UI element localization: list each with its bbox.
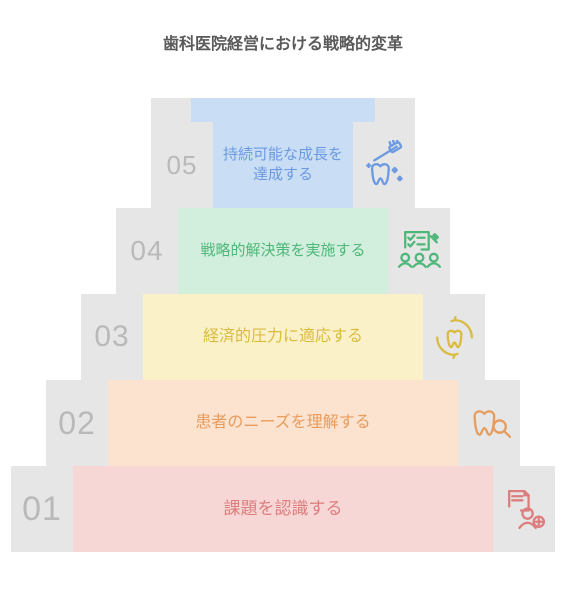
- step-number: 04: [116, 208, 178, 294]
- tooth-search-icon: [458, 380, 520, 466]
- riser-mid: [191, 98, 375, 122]
- step-label: 課題を認識する: [73, 466, 493, 552]
- step-02: 02 患者のニーズを理解する: [46, 380, 520, 466]
- step-label: 経済的圧力に適応する: [143, 294, 423, 380]
- riser-side-right: [375, 98, 415, 122]
- step-03: 03 経済的圧力に適応する: [81, 294, 485, 380]
- step-label: 持続可能な成長を達成する: [213, 122, 353, 208]
- infographic-canvas: 歯科医院経営における戦略的変革 05 持続可能な成長を達成する 04 戦: [0, 0, 566, 601]
- top-riser: [151, 98, 415, 122]
- checklist-people-icon: [388, 208, 450, 294]
- step-number: 02: [46, 380, 108, 466]
- tooth-cycle-icon: [423, 294, 485, 380]
- doc-person-icon: [493, 466, 555, 552]
- step-05: 05 持続可能な成長を達成する: [151, 122, 415, 208]
- step-number: 05: [151, 122, 213, 208]
- step-label: 戦略的解決策を実施する: [178, 208, 388, 294]
- step-number: 01: [11, 466, 73, 552]
- riser-side-left: [151, 98, 191, 122]
- toothbrush-sparkle-icon: [353, 122, 415, 208]
- step-01: 01 課題を認識する: [11, 466, 555, 552]
- step-number: 03: [81, 294, 143, 380]
- step-04: 04 戦略的解決策を実施する: [116, 208, 450, 294]
- page-title: 歯科医院経営における戦略的変革: [0, 30, 566, 54]
- step-label: 患者のニーズを理解する: [108, 380, 458, 466]
